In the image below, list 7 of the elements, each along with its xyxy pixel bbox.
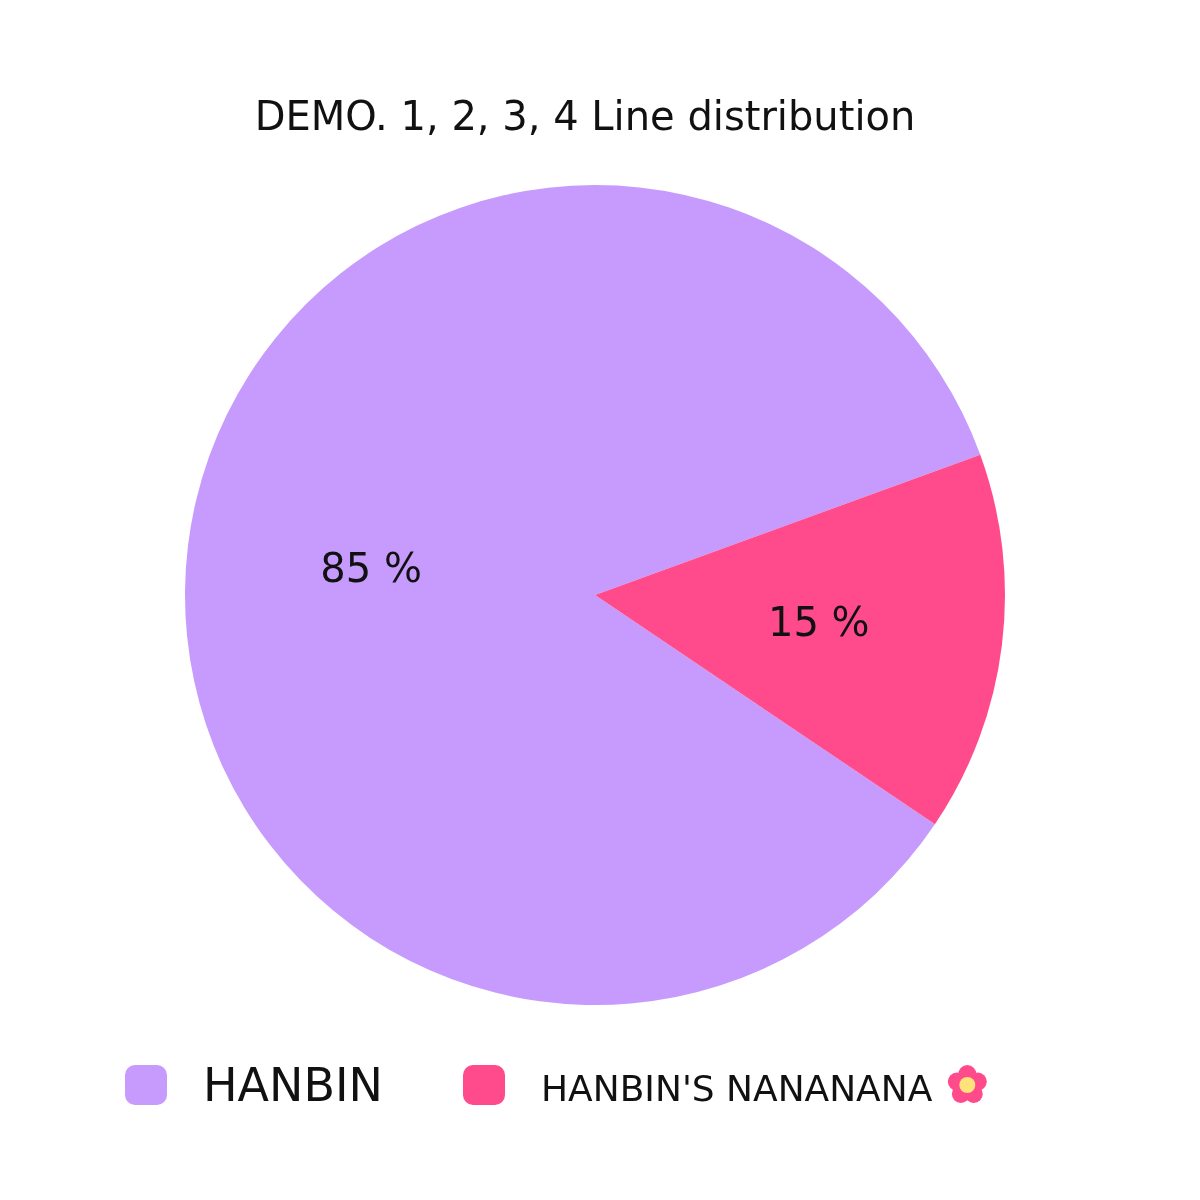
pie-slice: [595, 454, 1005, 825]
data-label: 85 %: [320, 544, 422, 591]
legend-label: HANBIN'S NANANANA: [541, 1068, 933, 1109]
legend-label: HANBIN: [203, 1058, 384, 1112]
data-label: 15 %: [768, 599, 870, 646]
chart-title: DEMO. 1, 2, 3, 4 Line distribution: [254, 93, 916, 139]
pie-slice: [185, 185, 981, 1005]
